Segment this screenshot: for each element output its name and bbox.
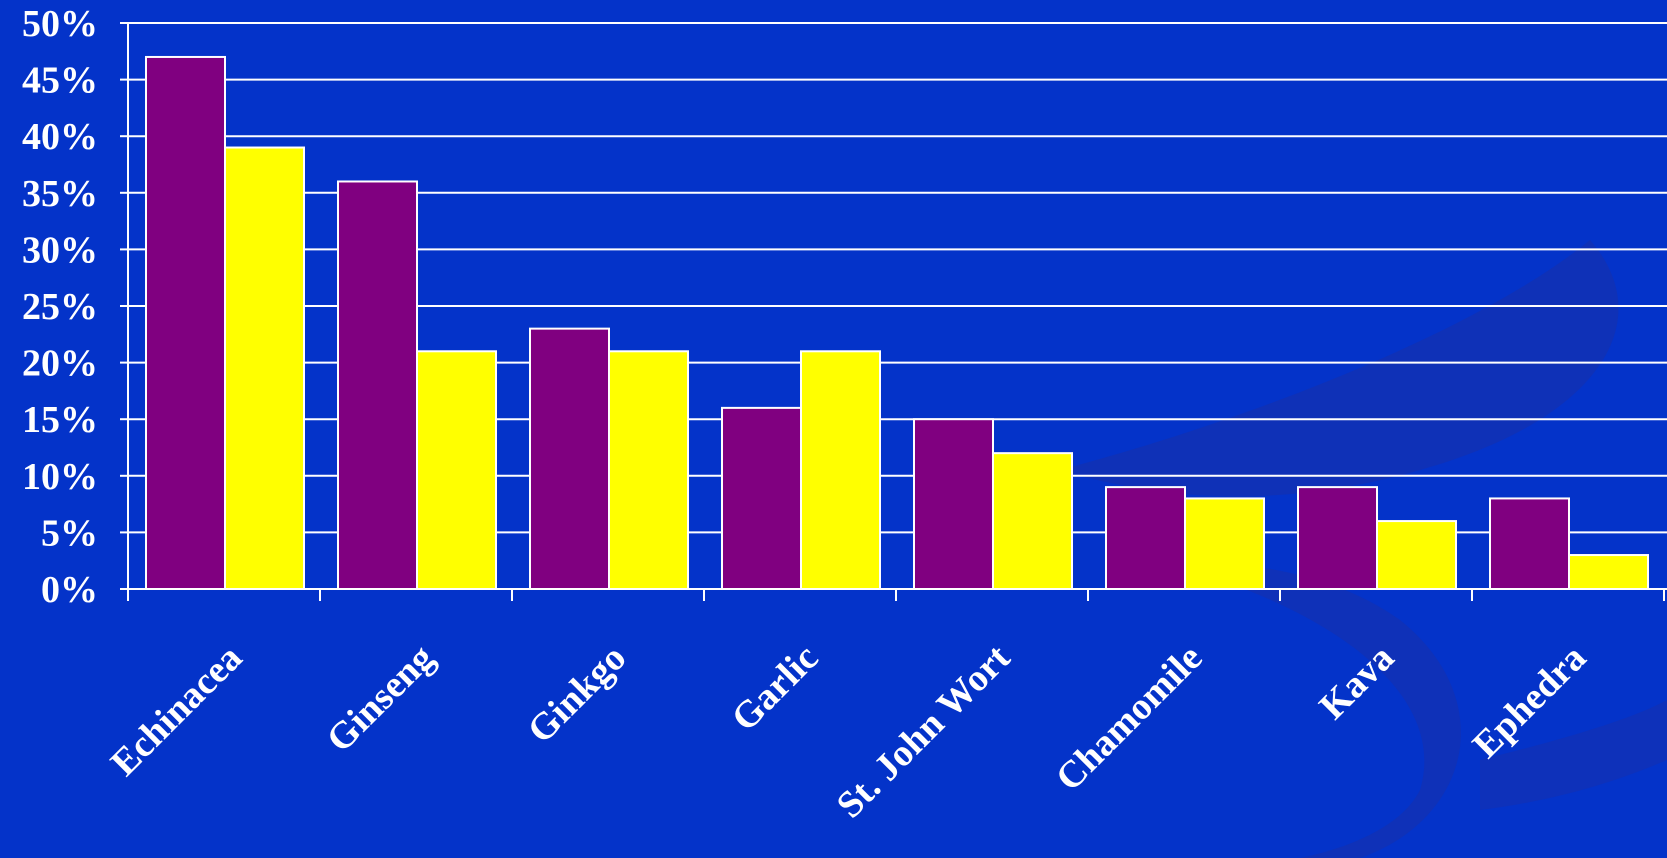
bar-garlic-series-2 xyxy=(800,350,881,590)
y-tick-label: 30% xyxy=(22,229,98,271)
y-tick-label: 10% xyxy=(22,456,98,498)
bar-ephedra-series-2 xyxy=(1568,554,1649,590)
bar-garlic-series-1 xyxy=(721,406,802,590)
axes xyxy=(120,22,1667,601)
bar-chamomile-series-2 xyxy=(1184,497,1265,590)
x-tick-label: Chamomile xyxy=(1048,637,1211,800)
x-tick-label: Ginseng xyxy=(319,637,443,761)
bar-ephedra-series-1 xyxy=(1489,497,1570,590)
y-tick-label: 15% xyxy=(22,399,98,441)
y-tick-label: 45% xyxy=(22,60,98,102)
y-tick-label: 20% xyxy=(22,343,98,385)
bar-echinacea-series-1 xyxy=(145,55,226,590)
x-tick-label: Echinacea xyxy=(103,637,251,785)
y-tick-label: 40% xyxy=(22,116,98,158)
swirl-decoration xyxy=(1150,560,1461,858)
bar-ginseng-series-2 xyxy=(416,350,497,590)
y-axis-tick-labels: 0% 5% 10% 15% 20% 25% 30% 35% 40% 45% 50% xyxy=(22,3,98,611)
y-tick-label: 50% xyxy=(22,3,98,45)
y-tick-label: 25% xyxy=(22,286,98,328)
background-decoration xyxy=(1060,240,1667,858)
bar-chamomile-series-1 xyxy=(1105,486,1186,590)
y-tick-label: 5% xyxy=(41,512,98,554)
swirl-decoration xyxy=(1480,700,1667,810)
bar-ginkgo-series-1 xyxy=(529,327,610,590)
bar-echinacea-series-2 xyxy=(224,146,305,591)
bars xyxy=(145,55,1649,591)
swirl-decoration xyxy=(1060,240,1619,497)
x-tick-label: St. John Wort xyxy=(829,636,1019,826)
bar-ginseng-series-1 xyxy=(337,180,418,590)
bar-st-john-wort-series-2 xyxy=(992,452,1073,590)
y-tick-label: 35% xyxy=(22,173,98,215)
bar-ginkgo-series-2 xyxy=(608,350,689,590)
y-tick-label: 0% xyxy=(41,569,98,611)
bar-kava-series-1 xyxy=(1297,486,1378,590)
bar-st-john-wort-series-1 xyxy=(913,418,994,591)
bar-kava-series-2 xyxy=(1376,520,1457,591)
x-tick-label: Ginkgo xyxy=(520,637,635,752)
x-axis-tick-labels: Echinacea Ginseng Ginkgo Garlic St. John Wor… xyxy=(103,636,1595,826)
x-tick-label: Garlic xyxy=(724,637,827,740)
